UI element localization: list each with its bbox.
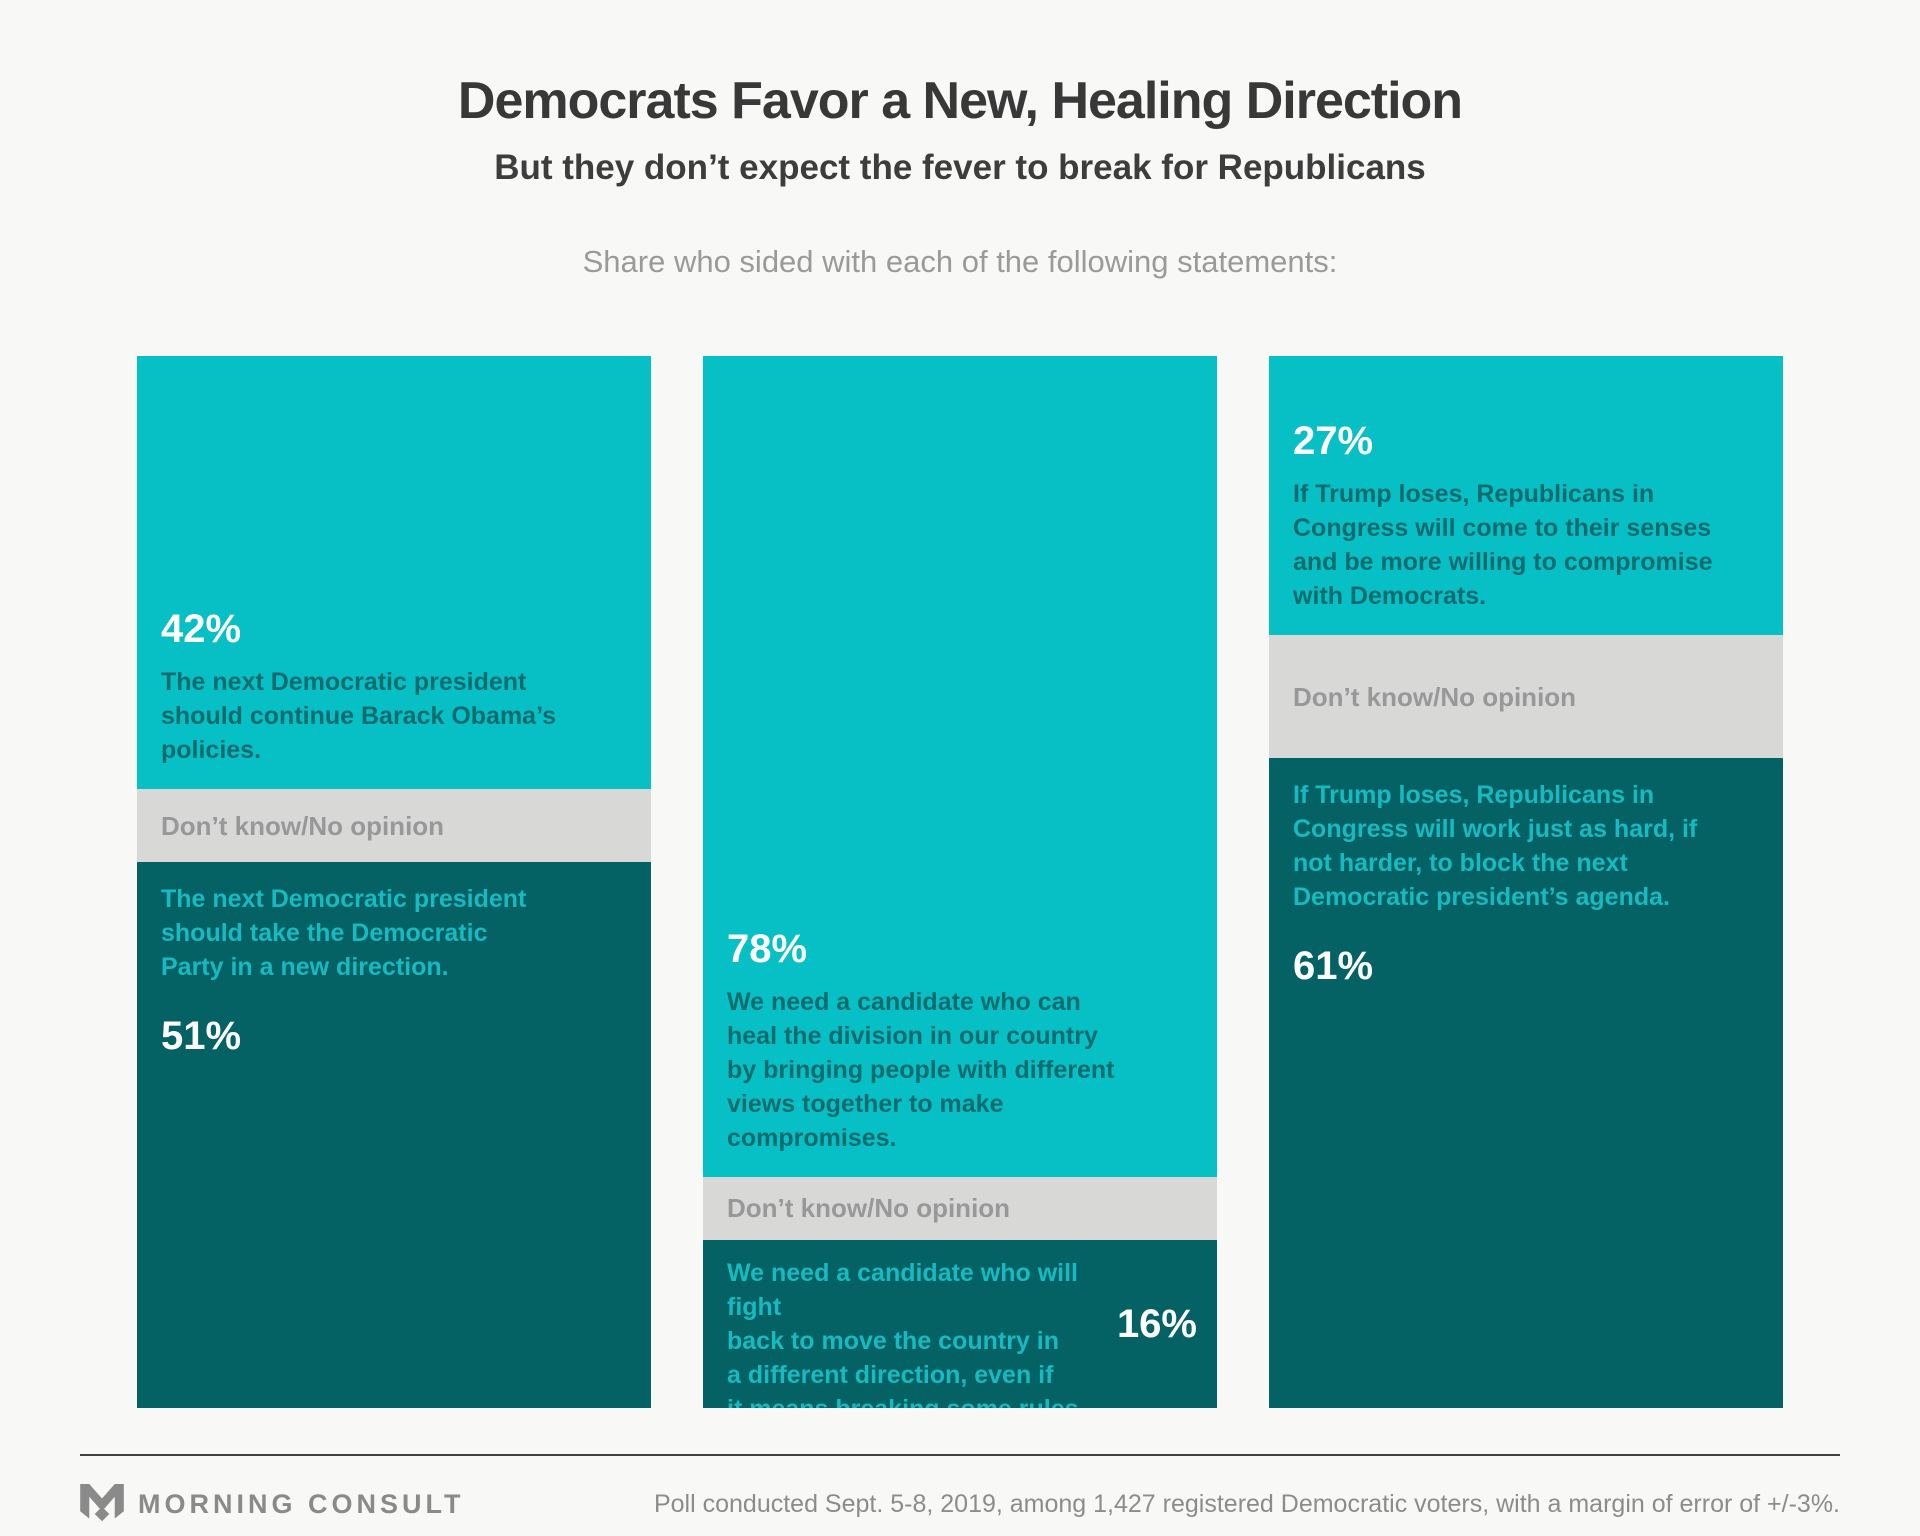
dont-know-label: Don’t know/No opinion [161,810,445,841]
segment-agree-bottom-2: We need a candidate who will fight back … [703,1239,1217,1408]
chart-title: Democrats Favor a New, Healing Direction [457,72,1463,130]
dont-know-label: Don’t know/No opinion [727,1193,1011,1224]
statement-text: The next Democratic president should tak… [161,884,527,981]
segment-agree-top-1: 42% The next Democratic president should… [137,356,651,790]
value-label: 61% [1293,944,1374,989]
segment-dont-know-3: Don’t know/No opinion [1269,634,1783,759]
segment-agree-bottom-1: The next Democratic president should tak… [137,861,651,1408]
bar-column-heal-vs-fight: 78% We need a candidate who can heal the… [703,356,1217,1408]
stacked-bar-chart: 42% The next Democratic president should… [137,356,1783,1408]
segment-dont-know-2: Don’t know/No opinion [703,1176,1217,1240]
footer: MORNING CONSULT Poll conducted Sept. 5-8… [80,1456,1840,1524]
footer-divider [80,1454,1840,1456]
segment-dont-know-1: Don’t know/No opinion [137,789,651,862]
morning-consult-mark-icon [80,1484,124,1524]
segment-agree-top-2: 78% We need a candidate who can heal the… [703,356,1217,1177]
chart-prompt: Share who sided with each of the followi… [582,244,1338,279]
value-label: 27% [1293,418,1374,463]
value-label: 16% [1116,1301,1197,1346]
morning-consult-logo: MORNING CONSULT [80,1484,464,1524]
chart-subtitle: But they don’t expect the fever to break… [494,148,1426,187]
statement-text: If Trump loses, Republicans in Congress … [1293,479,1713,610]
statement-text: The next Democratic president should con… [161,668,557,765]
dont-know-label: Don’t know/No opinion [1293,681,1577,712]
value-label: 51% [161,1013,242,1058]
value-label: 42% [161,607,242,652]
brand-wordmark: MORNING CONSULT [138,1488,465,1519]
methodology-note: Poll conducted Sept. 5-8, 2019, among 1,… [653,1489,1840,1518]
bar-column-obama-vs-new-direction: 42% The next Democratic president should… [137,356,651,1408]
statement-text: If Trump loses, Republicans in Congress … [1293,781,1698,912]
bar-column-republicans-compromise-vs-block: 27% If Trump loses, Republicans in Congr… [1269,356,1783,1408]
segment-agree-top-3: 27% If Trump loses, Republicans in Congr… [1269,356,1783,635]
value-label: 78% [727,926,808,971]
segment-agree-bottom-3: If Trump loses, Republicans in Congress … [1269,758,1783,1408]
statement-text: We need a candidate who will fight back … [727,1258,1085,1408]
chart-header: Democrats Favor a New, Healing Direction… [0,0,1920,282]
statement-text: We need a candidate who can heal the div… [727,987,1115,1152]
